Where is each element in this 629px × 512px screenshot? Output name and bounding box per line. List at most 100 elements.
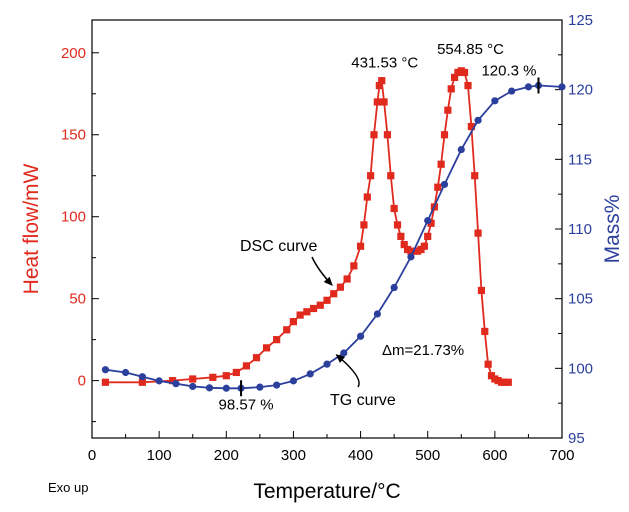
left-tick-label-200: 200 [61,45,86,62]
dsc-point [101,378,110,386]
dsc-series [101,67,512,386]
dsc-curve-label: DSC curve [240,238,317,255]
dsc-point [504,378,512,386]
right-tick-label-100: 100 [568,360,593,377]
dsc-point [467,122,475,131]
tg-point [273,381,281,389]
right-tick-label-110: 110 [568,221,592,238]
dsc-point [242,362,251,370]
dsc-point [474,229,482,237]
dsc-point [273,336,281,344]
dsc-point [471,172,479,180]
x-tick-label-400: 400 [348,447,373,464]
left-y-axis: 0 50 100 150 200 [61,45,99,423]
right-tick-label-125: 125 [568,12,593,29]
annotations: 431.53 °C 554.85 °C 120.3 % 98.57 % DSC curv… [219,41,540,413]
tg-point [508,87,516,95]
tg-point [373,310,381,318]
tg-curve-label: TG curve [330,392,396,409]
right-tick-label-95: 95 [568,430,585,447]
tg-point [440,180,449,189]
dsc-point [484,360,492,368]
x-tick-label-200: 200 [214,447,239,464]
left-y-axis-title: Heat flow/mW [20,163,43,294]
dsc-point [222,372,230,380]
dsc-point [378,77,386,85]
dsc-point [427,219,435,227]
tg-point [172,380,180,388]
dsc-point [460,68,469,77]
dsc-point [356,242,365,250]
tg-max-label: 120.3 % [481,62,536,79]
tg-point [474,116,482,124]
tg-min-label: 98.57 % [219,396,274,413]
dsc-point [390,204,398,213]
left-tick-label-50: 50 [69,291,86,308]
tg-point [424,217,432,225]
dsc-point [283,326,291,334]
tg-point [189,382,197,391]
tg-point [323,360,331,368]
dsc-point [343,275,351,283]
dsc-point [209,373,217,381]
dsc-point [393,221,402,229]
dsc-point [380,98,388,106]
dsc-point [450,73,459,81]
dsc-point [424,232,432,240]
peak-label-1: 431.53 °C [351,55,418,72]
dsc-point [373,98,381,106]
tg-point [407,253,415,261]
dsc-point [168,377,177,385]
dsc-point [350,262,358,270]
dsc-point [387,172,395,180]
tg-point [356,332,365,340]
tg-point [155,377,163,385]
delta-m-label: Δm=21.73% [382,342,464,359]
tg-point [289,377,298,385]
dsc-point [420,242,428,250]
tg-series [101,81,566,392]
dsc-point [363,193,371,201]
dsc-point [477,286,486,295]
dsc-point [189,375,197,383]
dsc-point [336,283,345,291]
dsc-arrow [311,256,333,286]
dsc-point [316,301,324,309]
x-axis: 0 100 200 300 400 500 600 700 [88,431,575,464]
dsc-point [367,172,375,180]
dsc-point [138,378,146,386]
x-tick-label-600: 600 [482,447,507,464]
x-tick-label-100: 100 [147,447,172,464]
dsc-point [262,344,271,352]
tg-point [390,283,398,292]
tg-arrow [335,354,360,388]
right-y-axis-title: Mass% [601,195,624,264]
dsc-point [434,183,442,191]
tg-point [222,384,230,392]
tg-point [205,384,214,392]
x-tick-label-300: 300 [281,447,306,464]
dsc-point [252,354,261,362]
x-axis-title: Temperature/°C [253,480,400,503]
tg-point [340,349,348,357]
tg-point [524,83,533,91]
left-tick-label-0: 0 [78,373,86,390]
dsc-point [370,131,378,139]
left-tick-label-150: 150 [61,127,86,144]
dsc-point [309,304,318,313]
tg-point [491,97,499,105]
dsc-point [447,85,455,93]
dsc-point [481,327,489,336]
tg-point [256,383,264,391]
dsc-point [440,131,449,139]
dsc-point [397,232,405,240]
dsc-point [444,106,452,114]
dsc-point [289,318,298,326]
dsc-point [232,368,240,377]
dsc-point [400,240,408,249]
dsc-point [303,308,311,316]
dsc-point [383,131,392,139]
dsc-point [296,311,304,319]
tg-point [138,373,146,381]
